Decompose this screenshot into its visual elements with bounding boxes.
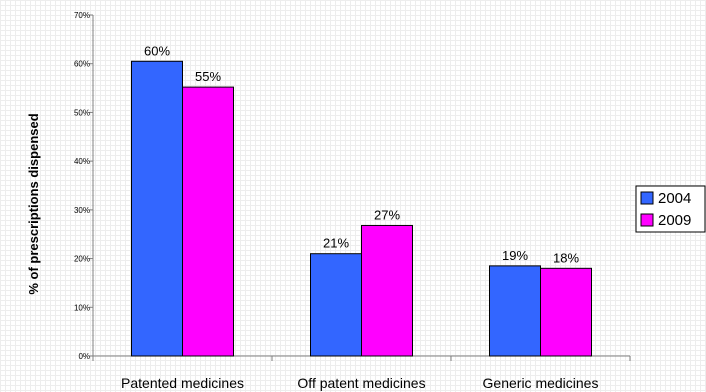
bar-2004-0 bbox=[131, 60, 183, 357]
data-label: 18% bbox=[553, 250, 579, 265]
legend-swatch-2009 bbox=[640, 213, 654, 227]
data-label: 19% bbox=[502, 248, 528, 263]
legend: 2004 2009 bbox=[635, 185, 706, 233]
y-tick-label: 10% bbox=[74, 303, 90, 312]
y-tick-label: 0% bbox=[78, 352, 90, 361]
bar-2004-2 bbox=[489, 265, 541, 357]
y-tick-label: 40% bbox=[74, 157, 90, 166]
y-tick-label: 50% bbox=[74, 108, 90, 117]
x-category-label: Off patent medicines bbox=[297, 375, 425, 391]
bar-2009-2 bbox=[540, 267, 592, 357]
bar-2009-0 bbox=[182, 86, 234, 357]
x-category-label: Patented medicines bbox=[121, 375, 244, 391]
legend-swatch-2004 bbox=[640, 191, 654, 205]
x-category-label: Generic medicines bbox=[483, 375, 599, 391]
y-tick-label: 20% bbox=[74, 255, 90, 264]
y-tick-label: 60% bbox=[74, 60, 90, 69]
legend-label: 2009 bbox=[658, 212, 691, 229]
data-label: 55% bbox=[195, 69, 221, 84]
y-axis-label: % of prescriptions dispensed bbox=[26, 113, 41, 294]
legend-label: 2004 bbox=[658, 190, 691, 207]
data-label: 27% bbox=[374, 207, 400, 222]
bar-2009-1 bbox=[361, 224, 413, 357]
data-label: 60% bbox=[144, 43, 170, 58]
y-tick-label: 70% bbox=[74, 11, 90, 20]
y-tick-label: 30% bbox=[74, 206, 90, 215]
bar-2004-1 bbox=[310, 253, 362, 357]
data-label: 21% bbox=[323, 236, 349, 251]
